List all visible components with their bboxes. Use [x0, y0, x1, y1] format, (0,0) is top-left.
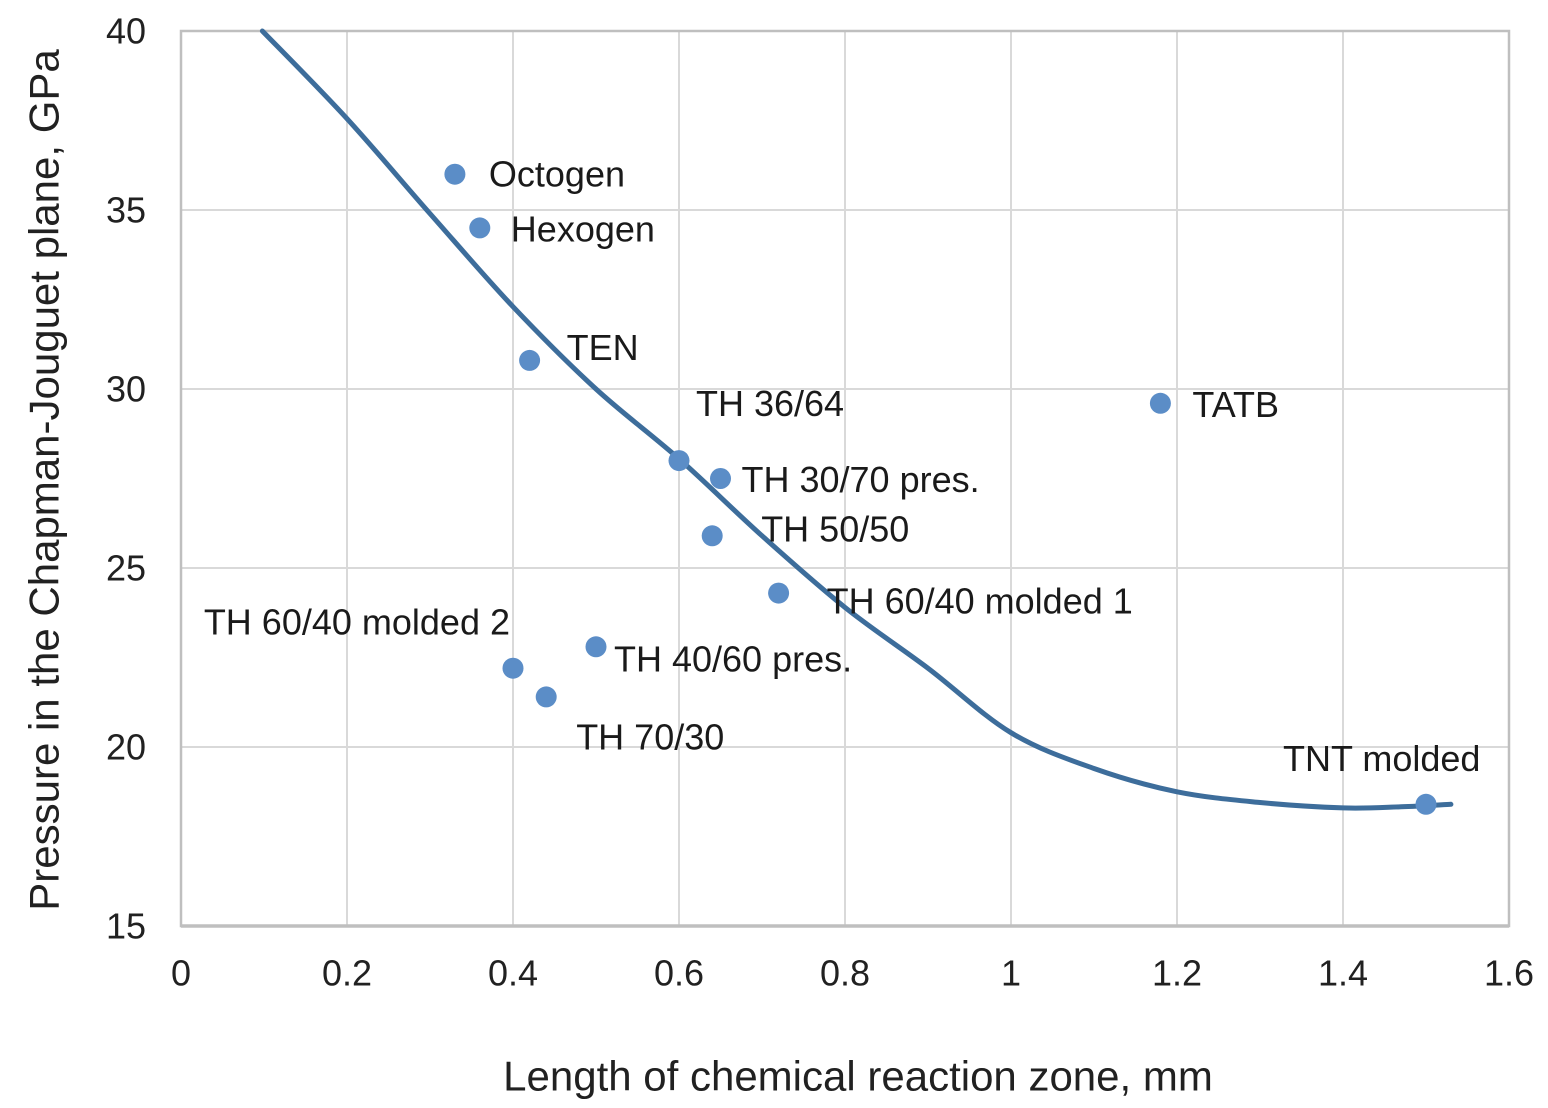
data-point [668, 450, 690, 472]
data-point-label: TH 70/30 [576, 716, 724, 757]
data-point [535, 686, 557, 708]
data-point-label: TEN [567, 327, 639, 368]
y-axis-title: Pressure in the Chapman-Jouguet plane, G… [21, 49, 68, 911]
data-point-label: TATB [1192, 384, 1279, 425]
data-point-label: Hexogen [511, 208, 655, 249]
data-point [585, 636, 607, 658]
x-tick-label: 1 [1001, 953, 1021, 994]
x-tick-label: 0.4 [488, 953, 538, 994]
data-point-label: TH 40/60 pres. [614, 638, 852, 679]
data-point [502, 657, 524, 679]
x-tick-label: 0.8 [820, 953, 870, 994]
data-point-label: Octogen [489, 154, 625, 195]
y-tick-label: 30 [106, 369, 146, 410]
x-tick-label: 0.6 [654, 953, 704, 994]
plot-border-layer [179, 29, 1511, 928]
x-axis-title: Length of chemical reaction zone, mm [503, 1053, 1213, 1100]
x-tick-label: 0 [171, 953, 191, 994]
y-tick-label: 35 [106, 190, 146, 231]
data-point [701, 525, 723, 547]
gridlines-layer [180, 30, 1510, 927]
y-tick-label: 15 [106, 906, 146, 947]
data-point [469, 217, 491, 239]
data-point [1415, 793, 1437, 815]
data-point-label: TH 36/64 [696, 383, 844, 424]
y-tick-label: 25 [106, 548, 146, 589]
data-point [1149, 392, 1171, 414]
x-tick-label: 0.2 [322, 953, 372, 994]
x-tick-label: 1.2 [1152, 953, 1202, 994]
trendline-curve [259, 28, 1454, 811]
data-point [444, 163, 466, 185]
trendline-layer [259, 28, 1454, 811]
tick-labels-layer: 0 0.2 0.4 0.6 0.8 1 1.2 1.4 1.6 15 20 25 30 35 40 [106, 11, 1534, 994]
y-tick-label: 40 [106, 11, 146, 52]
data-point-label: TH 30/70 pres. [742, 459, 980, 500]
y-tick-label: 20 [106, 727, 146, 768]
data-point [768, 582, 790, 604]
data-point-label: TH 60/40 molded 2 [204, 602, 510, 643]
x-tick-label: 1.4 [1318, 953, 1368, 994]
data-point [519, 349, 541, 371]
data-points-layer [444, 163, 1437, 815]
data-point [710, 468, 731, 489]
point-labels-layer: Octogen Hexogen TEN TH 36/64 TH 30/70 pres. T… [204, 154, 1481, 779]
data-point-label: TH 50/50 [761, 508, 909, 549]
data-point-label: TH 60/40 molded 1 [827, 581, 1133, 622]
x-tick-label: 1.6 [1484, 953, 1534, 994]
data-point-label: TNT molded [1283, 738, 1480, 779]
